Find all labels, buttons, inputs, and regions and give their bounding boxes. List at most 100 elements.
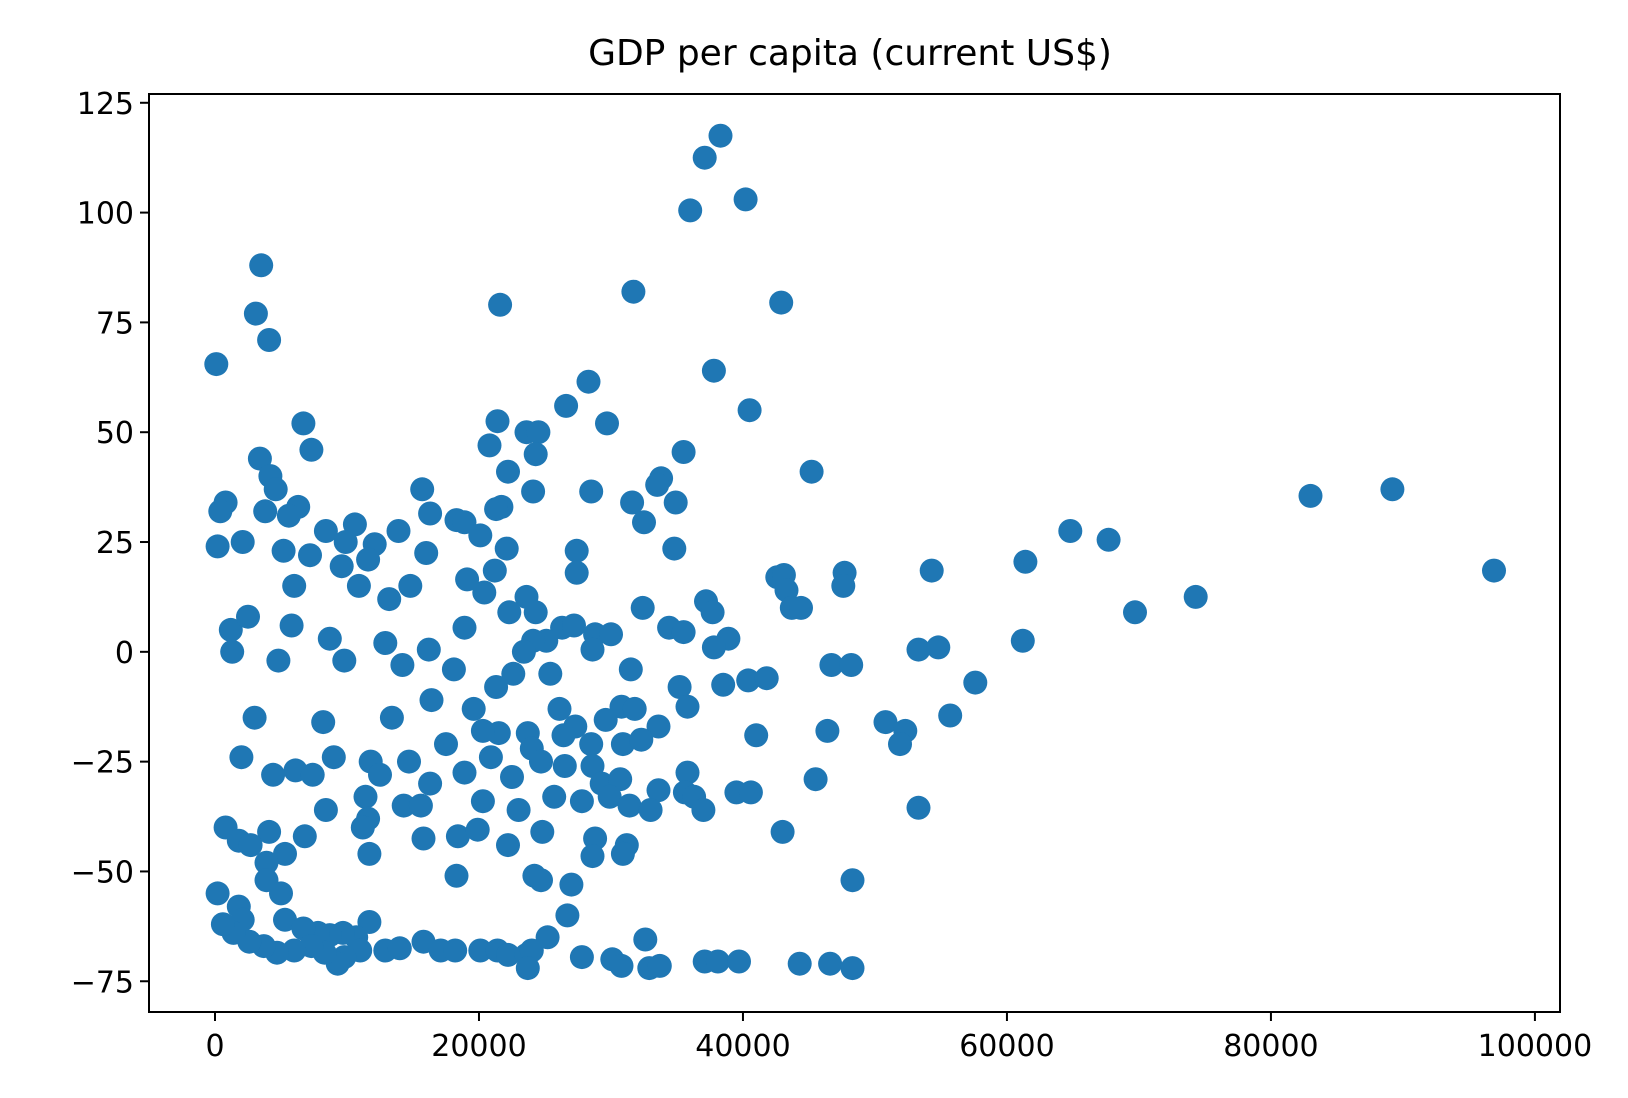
data-point: [818, 951, 843, 976]
data-point: [671, 440, 696, 464]
data-point: [279, 613, 304, 638]
data-point: [1380, 477, 1405, 502]
data-point: [342, 512, 367, 537]
data-point: [815, 718, 840, 743]
data-point: [1010, 628, 1035, 653]
data-point: [445, 824, 470, 849]
data-point: [737, 398, 762, 423]
data-point: [273, 907, 297, 932]
data-point: [515, 956, 540, 981]
data-point: [618, 657, 643, 682]
data-point: [408, 793, 433, 818]
data-point: [551, 723, 576, 748]
data-point: [675, 694, 700, 719]
data-point: [397, 749, 421, 774]
data-point: [564, 560, 589, 585]
data-point: [501, 661, 526, 686]
data-point: [398, 573, 423, 598]
data-point: [298, 543, 322, 568]
data-point: [629, 727, 654, 752]
x-tick-label: 60000: [959, 1029, 1054, 1064]
data-points: [204, 123, 1506, 981]
data-point: [597, 784, 622, 809]
x-tick-label: 40000: [695, 1029, 790, 1064]
data-point: [350, 815, 375, 840]
data-point: [511, 639, 536, 664]
data-point: [608, 767, 633, 792]
data-point: [542, 784, 567, 809]
data-point: [769, 290, 794, 315]
data-point: [963, 670, 988, 695]
data-point: [496, 459, 520, 484]
data-point: [906, 637, 931, 662]
data-point: [630, 595, 655, 620]
data-point: [220, 639, 245, 664]
data-point: [622, 696, 647, 721]
data-point: [443, 938, 468, 963]
data-point: [434, 732, 458, 757]
data-point: [313, 519, 338, 543]
data-point: [547, 696, 572, 721]
y-tick-label: −75: [71, 965, 134, 1000]
data-point: [919, 558, 944, 583]
data-point: [332, 648, 357, 673]
data-point: [621, 279, 646, 304]
data-point: [269, 881, 293, 906]
data-point: [701, 635, 726, 660]
data-point: [452, 760, 477, 785]
data-point: [368, 762, 392, 787]
data-point: [526, 420, 551, 445]
x-tick-label: 80000: [1223, 1029, 1318, 1064]
data-point: [610, 841, 635, 866]
data-point: [906, 795, 931, 820]
data-point: [744, 723, 769, 748]
data-point: [523, 600, 548, 625]
chart-title: GDP per capita (current US$): [588, 33, 1112, 74]
data-point: [1058, 519, 1083, 543]
data-point: [523, 442, 548, 467]
data-point: [292, 824, 317, 849]
data-point: [229, 745, 254, 770]
data-point: [482, 558, 507, 583]
data-point: [411, 826, 436, 851]
data-point: [243, 301, 268, 326]
data-point: [208, 499, 233, 524]
data-point: [494, 536, 519, 561]
data-point: [552, 754, 577, 778]
data-point: [711, 672, 736, 697]
data-point: [242, 705, 267, 730]
data-point: [353, 784, 378, 809]
data-point: [500, 765, 524, 789]
data-point: [645, 472, 670, 497]
data-point: [387, 936, 412, 961]
data-point: [579, 479, 604, 504]
y-tick-label: −25: [71, 746, 134, 781]
data-point: [691, 798, 716, 822]
data-point: [321, 745, 346, 770]
data-point: [210, 912, 235, 937]
x-tick-label: 100000: [1478, 1029, 1593, 1064]
data-point: [736, 668, 761, 693]
data-point: [535, 925, 560, 950]
data-point: [799, 459, 824, 484]
data-point: [787, 951, 812, 976]
data-point: [617, 793, 642, 818]
data-point: [416, 637, 441, 662]
data-point: [329, 554, 354, 579]
data-point: [646, 714, 671, 739]
data-point: [485, 409, 510, 434]
data-point: [377, 587, 402, 612]
data-point: [346, 573, 371, 598]
data-point: [410, 477, 435, 502]
data-point: [506, 798, 531, 822]
data-point: [609, 953, 634, 978]
data-point: [300, 762, 325, 787]
data-point: [595, 411, 619, 436]
data-point: [261, 762, 286, 787]
data-point: [461, 696, 486, 721]
data-point: [647, 953, 672, 978]
data-point: [1123, 600, 1147, 625]
data-point: [632, 510, 656, 535]
data-point: [770, 819, 795, 844]
data-point: [497, 600, 522, 625]
